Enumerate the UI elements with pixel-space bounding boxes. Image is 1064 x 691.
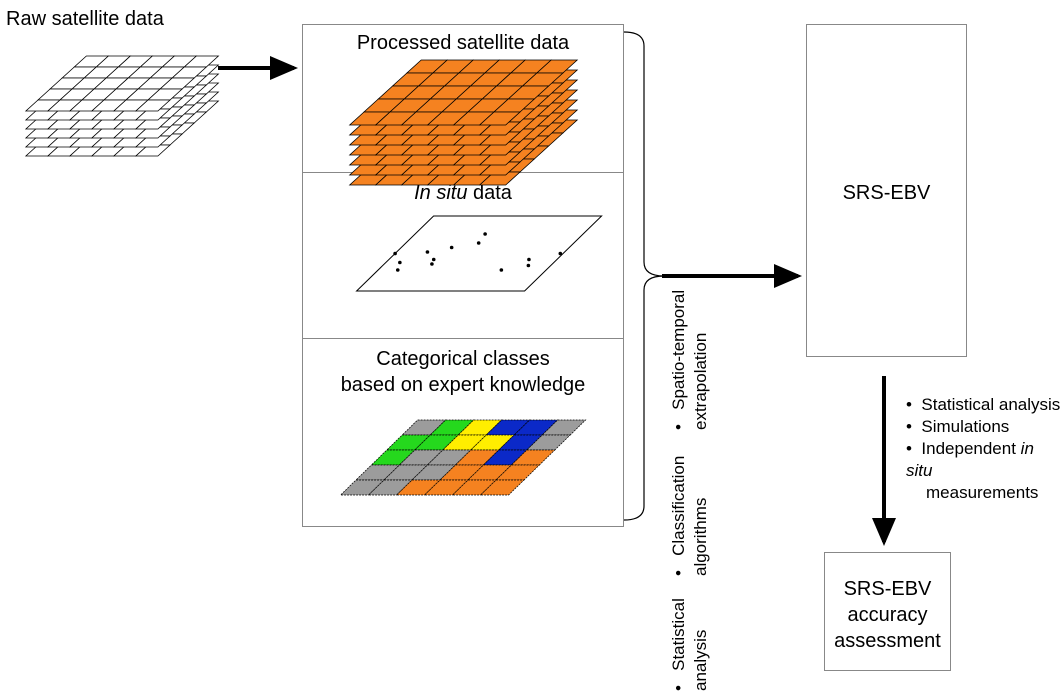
insitu-italic: In situ bbox=[414, 182, 467, 204]
middle-methods: • Statistical analysis • Classification … bbox=[668, 264, 712, 691]
right-m1-text: Statistical analysis bbox=[921, 395, 1060, 414]
srs-acc-l1: SRS-EBV bbox=[844, 578, 932, 600]
categorical-line1: Categorical classes bbox=[376, 348, 549, 370]
raw-satellite-label: Raw satellite data bbox=[6, 6, 164, 32]
right-m3-line2: measurements bbox=[906, 482, 1064, 504]
middle-m3-text: Spatio-temporal extrapolation bbox=[669, 290, 710, 430]
middle-m2: • Classification algorithms bbox=[668, 436, 712, 576]
right-m3: • Independent in situ bbox=[906, 438, 1064, 482]
bullet-icon: • bbox=[906, 417, 921, 436]
srs-acc-label: SRS-EBV accuracy assessment bbox=[824, 576, 951, 654]
insitu-label: In situ data bbox=[302, 180, 624, 206]
middle-m1: • Statistical analysis bbox=[668, 582, 712, 691]
right-m3-a: Independent bbox=[921, 439, 1020, 458]
categorical-line2: based on expert knowledge bbox=[341, 374, 586, 396]
panel-divider-2 bbox=[302, 338, 624, 339]
panel-divider-1 bbox=[302, 172, 624, 173]
processed-label: Processed satellite data bbox=[302, 30, 624, 56]
bullet-icon: • bbox=[906, 439, 921, 458]
srs-ebv-label: SRS-EBV bbox=[806, 180, 967, 206]
middle-m3: • Spatio-temporal extrapolation bbox=[668, 264, 712, 430]
center-panel bbox=[302, 24, 624, 527]
bullet-icon: • bbox=[668, 556, 690, 576]
bullet-icon: • bbox=[668, 410, 690, 430]
srs-acc-l3: assessment bbox=[834, 630, 941, 652]
bullet-icon: • bbox=[668, 671, 690, 691]
categorical-label: Categorical classes based on expert know… bbox=[302, 346, 624, 398]
right-m1: • Statistical analysis bbox=[906, 394, 1064, 416]
srs-acc-l2: accuracy bbox=[847, 604, 927, 626]
right-methods: • Statistical analysis • Simulations • I… bbox=[906, 394, 1064, 504]
bullet-icon: • bbox=[906, 395, 921, 414]
insitu-rest: data bbox=[467, 182, 511, 204]
right-m2: • Simulations bbox=[906, 416, 1064, 438]
right-m2-text: Simulations bbox=[921, 417, 1009, 436]
right-m3-c: measurements bbox=[926, 483, 1038, 502]
